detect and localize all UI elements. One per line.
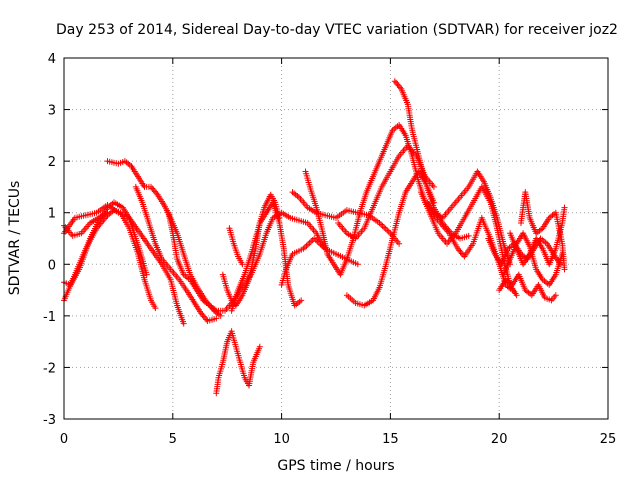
data-point <box>354 261 361 268</box>
data-point <box>513 292 520 299</box>
data-point <box>256 343 263 350</box>
y-tick-label: 3 <box>48 104 56 119</box>
series-track-3 <box>61 202 187 327</box>
y-tick-label: 1 <box>48 207 56 222</box>
x-tick-label: 15 <box>382 432 399 447</box>
y-tick-label: 4 <box>48 52 56 67</box>
series-track-10 <box>228 199 305 314</box>
data-point <box>298 297 305 304</box>
series-track-5 <box>104 158 224 319</box>
series-track-11 <box>226 225 246 268</box>
data-point <box>213 315 220 322</box>
x-tick-label: 20 <box>491 432 508 447</box>
series-track-6 <box>132 183 220 324</box>
data-marks <box>61 78 568 397</box>
series-track-24 <box>518 189 568 273</box>
chart-title: Day 253 of 2014, Sidereal Day-to-day VTE… <box>56 22 618 38</box>
series-track-2 <box>61 199 150 288</box>
y-tick-label: -1 <box>43 310 56 325</box>
x-tick-label: 5 <box>169 432 177 447</box>
data-point <box>382 225 389 232</box>
plot-frame <box>63 57 609 420</box>
data-point <box>561 266 568 273</box>
data-point <box>143 271 150 278</box>
data-point <box>559 251 566 257</box>
data-point <box>396 240 403 247</box>
x-tick-labels: 0 5 10 15 20 25 <box>60 432 616 447</box>
y-tick-label: -2 <box>43 361 56 376</box>
series-track-14 <box>302 122 437 278</box>
series-track-22 <box>496 271 559 304</box>
data-point <box>465 232 472 239</box>
y-tick-label: -3 <box>43 413 56 428</box>
data-point <box>311 235 318 242</box>
data-point <box>430 183 437 190</box>
y-tick-label: 0 <box>48 258 56 273</box>
series-track-12 <box>278 235 361 288</box>
data-point <box>239 261 246 268</box>
data-point <box>104 209 111 216</box>
axis-ticks <box>63 57 609 420</box>
data-point <box>509 287 516 294</box>
x-axis-label: GPS time / hours <box>277 458 394 474</box>
data-point <box>561 204 568 211</box>
y-axis-label: SDTVAR / TECUs <box>7 181 23 296</box>
series-track-4 <box>61 209 111 239</box>
x-tick-label: 25 <box>600 432 617 447</box>
x-tick-label: 10 <box>273 432 290 447</box>
series-track-8 <box>213 328 263 397</box>
data-point <box>180 320 187 327</box>
x-tick-label: 0 <box>60 432 68 447</box>
data-point <box>217 312 224 319</box>
series-track-16 <box>343 168 437 309</box>
y-tick-label: 2 <box>48 155 56 170</box>
data-point <box>152 305 159 312</box>
data-point <box>552 292 559 299</box>
data-point <box>384 227 391 234</box>
series-track-25 <box>500 230 566 288</box>
series-track-13 <box>289 189 403 247</box>
y-tick-labels: -3 -2 -1 0 1 2 3 4 <box>43 52 56 428</box>
